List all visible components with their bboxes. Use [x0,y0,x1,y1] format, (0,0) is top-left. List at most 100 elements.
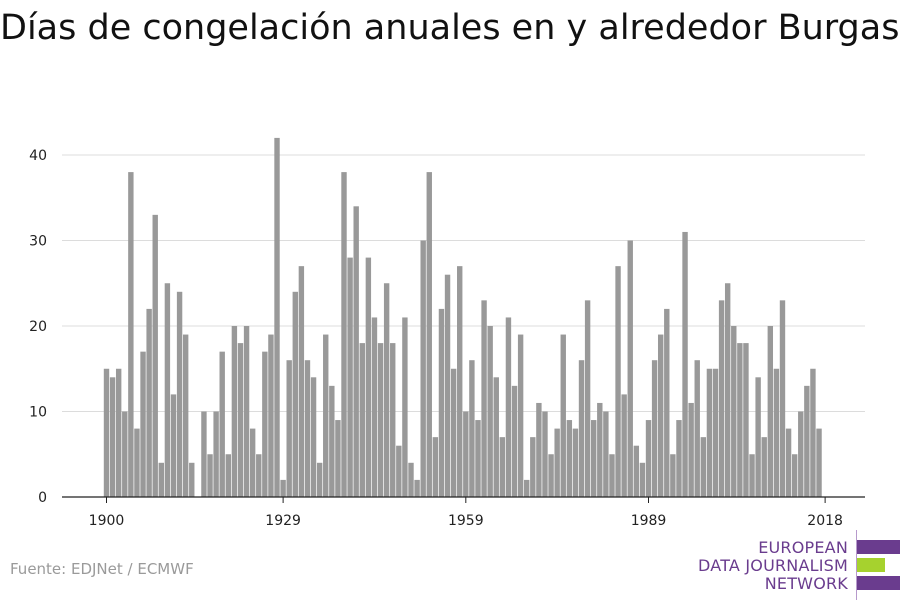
bar-1962[interactable] [481,300,487,497]
bar-1988[interactable] [639,462,646,497]
bar-1984[interactable] [615,266,621,497]
bar-1919[interactable] [219,351,225,497]
bar-1937[interactable] [329,385,335,497]
bar-2015[interactable] [804,385,810,497]
bar-1983[interactable] [609,454,615,497]
bar-1923[interactable] [243,326,250,497]
bar-1966[interactable] [505,317,512,497]
bar-2012[interactable] [785,428,792,497]
bar-1907[interactable] [146,308,152,497]
bar-1994[interactable] [676,420,682,497]
bar-1986[interactable] [627,240,633,498]
bar-1925[interactable] [256,454,262,497]
bar-1916[interactable] [201,411,207,498]
bar-1936[interactable] [323,334,329,497]
bar-2006[interactable] [749,454,755,497]
bar-1947[interactable] [390,343,396,497]
bar-1931[interactable] [292,291,298,497]
bar-1969[interactable] [524,479,530,497]
bar-1908[interactable] [152,214,158,497]
bar-1945[interactable] [377,343,384,497]
bar-1905[interactable] [134,428,140,497]
bar-1955[interactable] [438,308,445,497]
bar-1935[interactable] [316,462,323,497]
bar-2010[interactable] [773,368,780,497]
bar-1956[interactable] [444,274,451,497]
bar-2003[interactable] [731,326,737,497]
bar-1991[interactable] [657,334,664,497]
bar-1930[interactable] [286,360,292,497]
bar-1982[interactable] [603,411,609,498]
bar-1999[interactable] [706,368,713,497]
bar-2011[interactable] [779,300,786,497]
bar-1981[interactable] [597,402,603,497]
bar-1939[interactable] [341,172,347,497]
bar-1976[interactable] [566,420,573,497]
bar-1918[interactable] [213,411,219,498]
bar-1922[interactable] [237,343,244,497]
bar-2009[interactable] [767,326,774,497]
bar-1989[interactable] [645,420,652,497]
bar-1901[interactable] [109,377,116,497]
bar-1927[interactable] [268,334,274,497]
bar-1979[interactable] [584,300,591,497]
bar-1992[interactable] [664,308,670,497]
bar-1909[interactable] [158,462,165,497]
bar-1932[interactable] [298,266,305,497]
bar-1985[interactable] [621,394,627,497]
bar-1957[interactable] [450,368,457,497]
bar-1970[interactable] [530,437,536,497]
bar-1924[interactable] [249,428,256,497]
bar-1912[interactable] [176,291,183,497]
bar-1958[interactable] [457,266,463,497]
bar-1928[interactable] [274,137,280,497]
bar-1940[interactable] [347,257,353,497]
bar-1900[interactable] [103,368,110,497]
bar-1960[interactable] [469,360,475,497]
bar-1975[interactable] [560,334,566,497]
bar-1904[interactable] [128,172,134,497]
bar-1942[interactable] [359,343,365,497]
bar-2008[interactable] [761,437,767,497]
bar-1987[interactable] [633,445,640,497]
bar-1968[interactable] [517,334,524,497]
bar-1941[interactable] [353,206,359,498]
bar-1943[interactable] [365,257,372,497]
bar-1902[interactable] [115,368,122,497]
bar-1946[interactable] [383,283,390,497]
bar-2017[interactable] [816,428,822,497]
bar-1964[interactable] [493,377,499,497]
bar-2002[interactable] [724,283,731,497]
bar-1949[interactable] [402,317,408,497]
bar-1906[interactable] [140,351,146,497]
bar-1967[interactable] [511,385,518,497]
bar-1973[interactable] [548,454,554,497]
bar-1913[interactable] [182,334,189,497]
bar-2004[interactable] [737,343,743,497]
bar-1903[interactable] [122,411,128,498]
bar-1948[interactable] [396,445,402,497]
bar-2014[interactable] [798,411,804,498]
bar-1977[interactable] [572,428,579,497]
bar-1952[interactable] [420,240,426,498]
bar-1933[interactable] [304,360,311,497]
bar-1980[interactable] [591,420,597,497]
bar-1938[interactable] [335,420,341,497]
bar-1926[interactable] [262,351,268,497]
bar-2016[interactable] [810,368,816,497]
bar-1978[interactable] [578,360,585,497]
bar-1953[interactable] [426,172,432,497]
bar-1965[interactable] [499,437,506,497]
bar-1971[interactable] [536,402,542,497]
bar-1990[interactable] [651,360,658,497]
bar-2013[interactable] [791,454,798,497]
bar-1944[interactable] [371,317,378,497]
bar-1934[interactable] [310,377,317,497]
bar-1954[interactable] [432,437,439,497]
bar-1997[interactable] [694,360,700,497]
bar-1920[interactable] [225,454,231,497]
bar-1996[interactable] [688,402,694,497]
bar-1917[interactable] [207,454,213,497]
bar-2000[interactable] [712,368,719,497]
bar-1914[interactable] [189,462,195,497]
